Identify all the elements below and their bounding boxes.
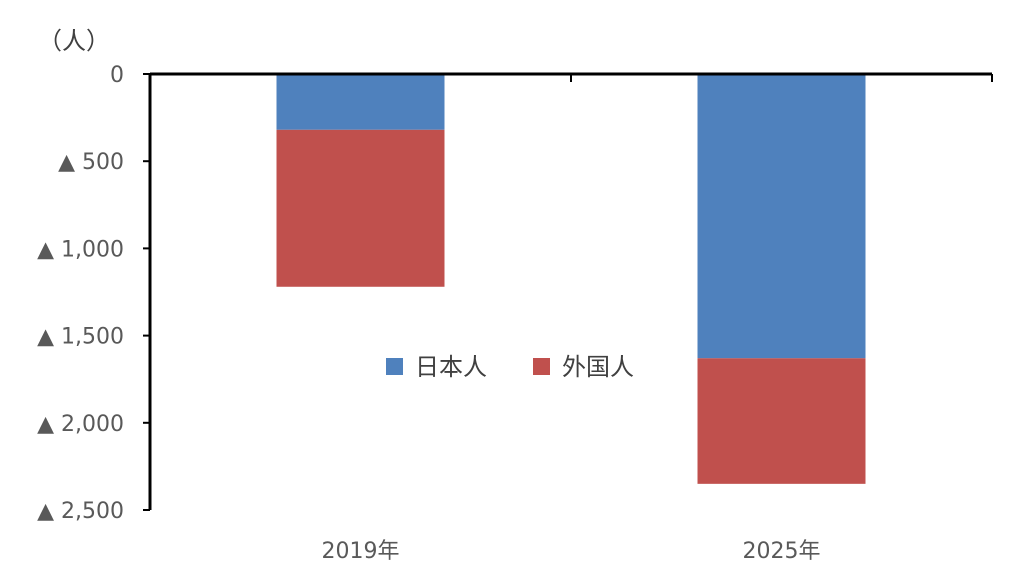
y-unit-label: （人） bbox=[38, 27, 110, 55]
legend-swatch bbox=[386, 358, 403, 375]
bar-japanese-1 bbox=[697, 74, 866, 359]
bar-japanese-0 bbox=[276, 74, 445, 130]
x-category-labels: 2019年 2025年 bbox=[322, 539, 821, 564]
y-tick-label: ▲ 1,500 bbox=[37, 325, 124, 350]
axes-group bbox=[143, 72, 993, 511]
y-tick-label: ▲ 500 bbox=[58, 150, 124, 175]
y-tick-label: 0 bbox=[110, 63, 124, 88]
y-tick-label: ▲ 2,000 bbox=[37, 412, 124, 437]
legend-label: 日本人 bbox=[415, 353, 487, 381]
y-tick-label: ▲ 2,500 bbox=[37, 499, 124, 524]
bars-group bbox=[276, 74, 866, 484]
bar-foreign-1 bbox=[697, 358, 866, 484]
legend: 日本人 外国人 bbox=[386, 353, 634, 381]
x-category-label: 2025年 bbox=[743, 539, 821, 564]
bar-foreign-0 bbox=[276, 129, 445, 287]
x-category-label: 2019年 bbox=[322, 539, 400, 564]
y-tick-label: ▲ 1,000 bbox=[37, 237, 124, 262]
legend-label: 外国人 bbox=[562, 353, 634, 381]
y-tick-labels: 0 ▲ 500 ▲ 1,000 ▲ 1,500 ▲ 2,000 ▲ 2,500 bbox=[37, 63, 124, 524]
legend-swatch bbox=[533, 358, 550, 375]
